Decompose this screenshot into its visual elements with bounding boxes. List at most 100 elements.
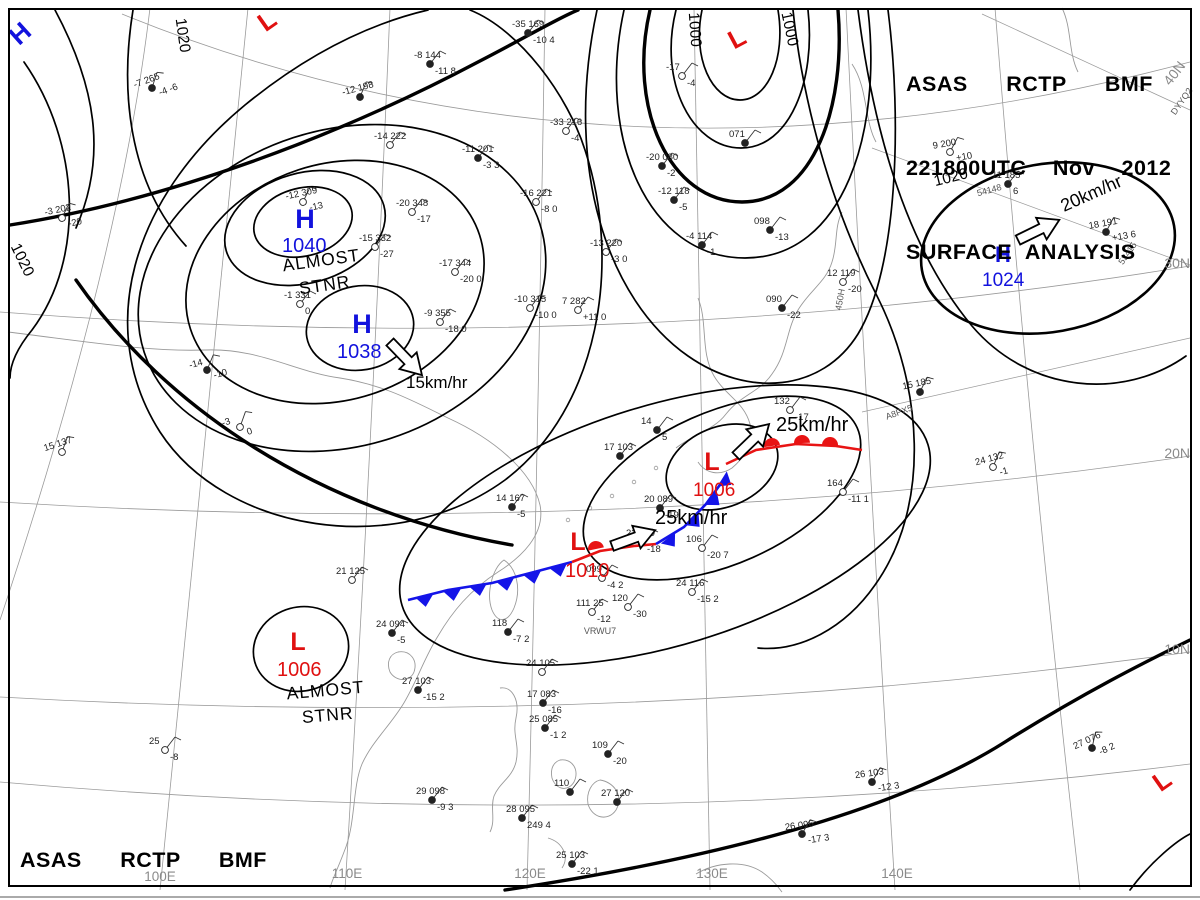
latitude-label: 20N [1164,445,1190,461]
movement-arrow-icon [731,422,771,461]
station-plot: -35 169 -10 4 [512,19,555,46]
svg-text:098: 098 [754,216,770,227]
svg-text:-22 1: -22 1 [577,866,599,877]
svg-text:090: 090 [766,294,782,305]
station-plot: 24 132-1 [974,450,1009,478]
svg-text:-2: -2 [667,168,675,179]
svg-text:249 4: 249 4 [527,820,551,831]
svg-text:-15 2: -15 2 [697,594,719,605]
isobar-value-label: 1020 [7,241,38,280]
svg-text:-22: -22 [787,310,801,321]
svg-text:24 105: 24 105 [526,658,555,669]
svg-text:109: 109 [592,740,608,751]
svg-text:11 185: 11 185 [992,170,1020,181]
svg-text:-14: -14 [188,357,204,371]
station-plot: -3 202-20 [43,202,83,230]
station-plot: 15 137 [42,435,75,456]
svg-text:+10: +10 [955,150,973,164]
isobar-layer [8,8,1192,892]
pressure-center-letter: H [995,242,1011,267]
svg-text:-10 4: -10 4 [533,35,555,46]
cold-front-line [407,560,573,602]
cold-front-triangle [685,512,700,527]
pressure-center-letter: L [570,528,585,556]
svg-text:-17: -17 [666,62,680,73]
svg-text:110: 110 [554,778,569,789]
station-plot: 24 105 [526,658,559,676]
longitude-label: 110E [332,866,363,881]
svg-text:-17 3: -17 3 [807,832,830,846]
station-plot: 21 125 [336,566,369,584]
svg-text:+11 0: +11 0 [583,312,606,323]
station-plot: 17 083 -16 [527,689,562,716]
map-frame [8,8,1192,887]
station-plot: 106 -20 7 [686,534,729,561]
warm-front-line [725,442,863,466]
chart-title-bottom-left: ASAS RCTP BMF 221800UTC Nov 2012 SURFACE… [20,790,285,900]
cold-front-line [655,481,724,546]
svg-text:24 132: 24 132 [974,450,1005,468]
station-plot: 27 120 [601,788,634,806]
svg-text:5: 5 [662,432,667,443]
station-plot: -3 0 [220,411,254,438]
svg-text:132: 132 [774,396,790,407]
svg-text:25 085: 25 085 [529,714,558,725]
station-plot: -20 348 -17 [396,198,431,225]
svg-text:29 098: 29 098 [416,786,445,797]
svg-text:0: 0 [245,426,253,438]
station-plot: -7 265-4 -6 [132,71,179,98]
svg-text:24 116: 24 116 [676,578,704,589]
svg-text:-9 355: -9 355 [424,308,451,319]
svg-text:-13 220: -13 220 [590,238,622,249]
movement-speed-label: 15km/hr [406,373,468,392]
cold-front-triangle [415,594,433,607]
svg-text:-4: -4 [687,78,695,89]
svg-text:-4 -6: -4 -6 [157,81,179,98]
svg-text:17 083: 17 083 [527,689,556,700]
svg-text:14: 14 [641,416,652,427]
svg-text:120: 120 [612,593,628,604]
station-plot: -12 118 -5 [658,186,691,213]
svg-text:-13: -13 [775,232,789,243]
station-plot: -8 144 -11 8 [414,50,456,77]
station-plot: 090 -22 [766,294,801,321]
svg-text:STNR: STNR [298,271,352,298]
svg-text:-5: -5 [679,202,687,213]
pressure-center-letter: H [352,309,372,339]
station-plot: -10 315 -10 0 [514,294,557,321]
svg-text:-10: -10 [212,367,228,381]
station-plot: 099 -4 2 [586,564,623,591]
station-plot: 14 167 -5 [496,493,529,520]
pressure-center-letter: L [290,628,305,656]
svg-text:-12: -12 [597,614,611,625]
svg-text:111 25: 111 25 [576,598,604,609]
front-layer [407,435,863,607]
svg-text:-20 0: -20 0 [460,274,482,285]
station-plot: 111 25 -12 [576,598,611,625]
svg-text:-15 332: -15 332 [359,233,391,244]
station-plot: 29 098 -9 3 [416,786,453,813]
svg-text:-19: -19 [665,510,679,521]
isobar-value-label: 1020 [172,17,194,54]
cold-front-triangle [705,491,720,506]
cold-front-triangle [443,588,461,601]
svg-text:-30: -30 [633,609,647,620]
svg-text:-1 2: -1 2 [550,730,566,741]
cold-front-triangle [660,532,676,547]
station-plot: -4 114 -1 [686,231,719,258]
station-plot: 120 -30 [612,593,647,620]
station-plot: 7 282 +11 0 [562,296,606,323]
station-plot: -11 201 -3 3 [462,144,499,171]
longitude-label: 130E [696,866,728,881]
station-plot: 118 -7 2 [492,618,529,645]
svg-text:-17: -17 [795,412,809,423]
station-plot: 20 089 -19 [644,494,679,521]
svg-text:-9 3: -9 3 [437,802,453,813]
station-plot: 27 103 -15 2 [402,676,445,703]
svg-text:-33 216: -33 216 [550,117,582,128]
svg-text:14 167: 14 167 [496,493,525,504]
cold-front-triangle [717,471,732,487]
svg-text:-20 7: -20 7 [707,550,729,561]
isobar-value-label: 1000 [778,10,802,48]
svg-text:27 103: 27 103 [402,676,431,687]
